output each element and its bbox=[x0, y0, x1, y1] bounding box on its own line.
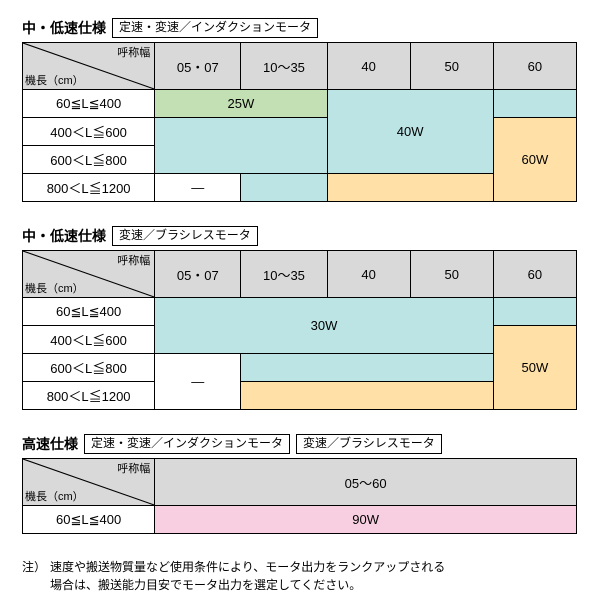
row-label: 400＜L≦600 bbox=[23, 326, 155, 354]
cell-blue bbox=[241, 174, 327, 202]
cell-blue bbox=[493, 90, 576, 118]
row-label: 60≦L≦400 bbox=[23, 506, 155, 534]
row-label: 60≦L≦400 bbox=[23, 90, 155, 118]
row-label: 600＜L≦800 bbox=[23, 146, 155, 174]
diag-bot-3: 機長（cm） bbox=[25, 488, 84, 504]
cell-25w: 25W bbox=[155, 90, 327, 118]
cell-30w: 30W bbox=[155, 298, 494, 354]
col-header: 10～35 bbox=[241, 43, 327, 90]
col-header: 50 bbox=[410, 43, 493, 90]
row-label: 800＜L≦1200 bbox=[23, 174, 155, 202]
diag-bot-2: 機長（cm） bbox=[25, 280, 84, 296]
heading-main-3: 高速仕様 bbox=[22, 434, 78, 454]
heading-row-2: 中・低速仕様 変速／ブラシレスモータ bbox=[22, 226, 582, 246]
col-header: 60 bbox=[493, 43, 576, 90]
col-header: 05・07 bbox=[155, 251, 241, 298]
note-line1: 速度や搬送物質量など使用条件により、モータ出力をランクアップされる bbox=[50, 560, 445, 574]
cell-90w: 90W bbox=[155, 506, 577, 534]
cell-50w: 50W bbox=[493, 326, 576, 410]
diag-top-2: 呼称幅 bbox=[117, 252, 150, 268]
col-header: 50 bbox=[410, 251, 493, 298]
note-body: 速度や搬送物質量など使用条件により、モータ出力をランクアップされる 場合は、搬送… bbox=[50, 558, 445, 594]
cell-dash: — bbox=[155, 354, 241, 410]
heading-row-1: 中・低速仕様 定速・変速／インダクションモータ bbox=[22, 18, 582, 38]
heading-sub-2: 変速／ブラシレスモータ bbox=[112, 226, 258, 246]
col-header: 05～60 bbox=[155, 459, 577, 506]
diag-top-1: 呼称幅 bbox=[117, 44, 150, 60]
diag-bot-1: 機長（cm） bbox=[25, 72, 84, 88]
heading-main-2: 中・低速仕様 bbox=[22, 226, 106, 246]
spec-section-1: 中・低速仕様 定速・変速／インダクションモータ 呼称幅 機長（cm） 05・07… bbox=[22, 18, 582, 202]
col-header: 40 bbox=[327, 43, 410, 90]
diag-header-3: 呼称幅 機長（cm） bbox=[23, 459, 155, 506]
col-header: 40 bbox=[327, 251, 410, 298]
spec-table-1: 呼称幅 機長（cm） 05・07 10～35 40 50 60 60≦L≦400… bbox=[22, 42, 577, 202]
col-header: 05・07 bbox=[155, 43, 241, 90]
cell-blue bbox=[155, 118, 327, 174]
heading-row-3: 高速仕様 定速・変速／インダクションモータ 変速／ブラシレスモータ bbox=[22, 434, 582, 454]
col-header: 10～35 bbox=[241, 251, 327, 298]
diag-header-1: 呼称幅 機長（cm） bbox=[23, 43, 155, 90]
row-label: 60≦L≦400 bbox=[23, 298, 155, 326]
row-label: 600＜L≦800 bbox=[23, 354, 155, 382]
cell-tan bbox=[241, 382, 493, 410]
spec-table-3: 呼称幅 機長（cm） 05～60 60≦L≦400 90W bbox=[22, 458, 577, 534]
heading-sub-3b: 変速／ブラシレスモータ bbox=[296, 434, 442, 454]
note-line2: 場合は、搬送能力目安でモータ出力を選定してください。 bbox=[50, 578, 361, 592]
cell-dash: — bbox=[155, 174, 241, 202]
heading-sub-1: 定速・変速／インダクションモータ bbox=[112, 18, 318, 38]
spec-table-2: 呼称幅 機長（cm） 05・07 10～35 40 50 60 60≦L≦400… bbox=[22, 250, 577, 410]
col-header: 60 bbox=[493, 251, 576, 298]
spec-section-3: 高速仕様 定速・変速／インダクションモータ 変速／ブラシレスモータ 呼称幅 機長… bbox=[22, 434, 582, 534]
footnote: 注） 速度や搬送物質量など使用条件により、モータ出力をランクアップされる 場合は… bbox=[22, 558, 582, 594]
heading-sub-3a: 定速・変速／インダクションモータ bbox=[84, 434, 290, 454]
cell-60w: 60W bbox=[493, 118, 576, 202]
cell-blue bbox=[493, 298, 576, 326]
row-label: 400＜L≦600 bbox=[23, 118, 155, 146]
cell-blue bbox=[241, 354, 493, 382]
heading-main-1: 中・低速仕様 bbox=[22, 18, 106, 38]
row-label: 800＜L≦1200 bbox=[23, 382, 155, 410]
note-prefix: 注） bbox=[22, 558, 50, 594]
cell-40w: 40W bbox=[327, 90, 493, 174]
cell-tan bbox=[327, 174, 493, 202]
diag-top-3: 呼称幅 bbox=[117, 460, 150, 476]
diag-header-2: 呼称幅 機長（cm） bbox=[23, 251, 155, 298]
spec-section-2: 中・低速仕様 変速／ブラシレスモータ 呼称幅 機長（cm） 05・07 10～3… bbox=[22, 226, 582, 410]
